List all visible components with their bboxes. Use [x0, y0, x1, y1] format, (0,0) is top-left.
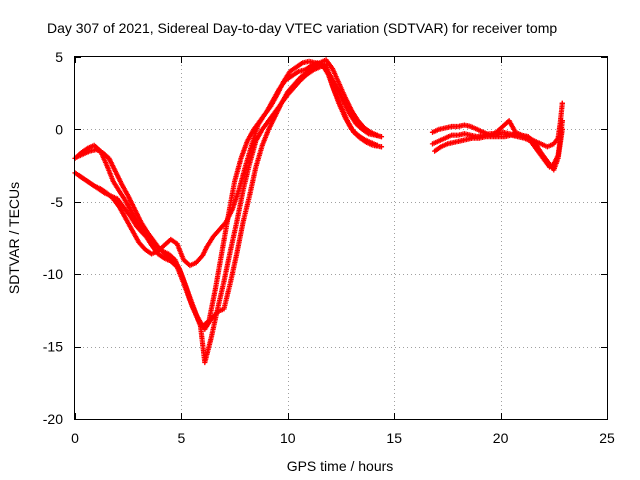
- data-marks: [72, 57, 565, 366]
- data-point: [378, 144, 385, 150]
- series-track-g: [429, 126, 565, 173]
- y-tick-label: -15: [43, 339, 63, 355]
- data-point: [559, 126, 565, 132]
- y-tick-label: -5: [51, 194, 64, 210]
- x-tick-label: 25: [599, 430, 615, 446]
- x-axis-label: GPS time / hours: [287, 458, 394, 474]
- y-tick-label: -20: [43, 411, 63, 427]
- y-tick-label: 0: [55, 121, 63, 137]
- data-point: [374, 132, 380, 138]
- y-tick-label: -10: [43, 266, 63, 282]
- x-tick-label: 5: [178, 430, 186, 446]
- plot-frame: [74, 56, 608, 420]
- grid-lines: [75, 57, 607, 419]
- x-tick-label: 10: [280, 430, 296, 446]
- chart-title: Day 307 of 2021, Sidereal Day-to-day VTE…: [47, 20, 557, 36]
- data-point: [559, 100, 565, 106]
- x-tick-label: 15: [386, 430, 402, 446]
- x-tick-label: 20: [493, 430, 509, 446]
- data-point: [378, 134, 385, 140]
- axis-ticks: 0 5 10 15 20 25 -20 -15 -10 -5 0 5: [43, 49, 615, 446]
- series-track-d: [74, 57, 380, 332]
- y-tick-label: 5: [55, 49, 63, 65]
- y-axis-label: SDTVAR / TECUs: [6, 182, 22, 294]
- data-point: [559, 118, 565, 124]
- data-point: [374, 142, 380, 148]
- x-tick-label: 0: [71, 430, 79, 446]
